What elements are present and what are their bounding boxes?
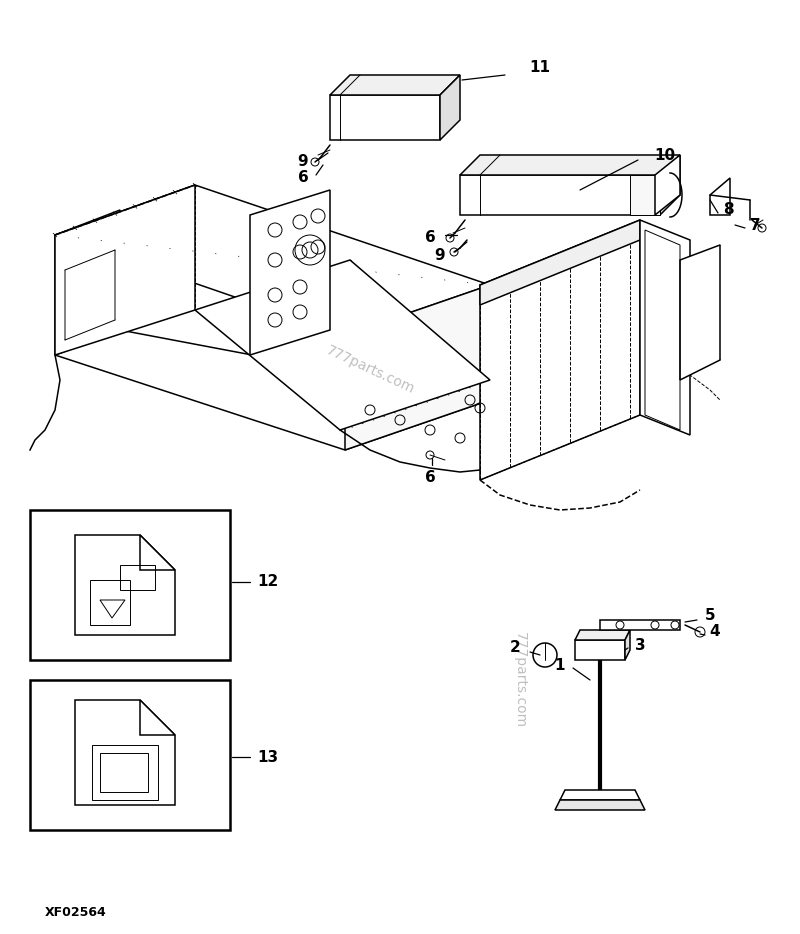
Text: 6: 6	[298, 171, 308, 186]
Text: 3: 3	[634, 638, 646, 653]
Polygon shape	[625, 630, 630, 660]
Text: 12: 12	[258, 574, 278, 589]
Text: 777parts.com: 777parts.com	[513, 632, 527, 729]
Polygon shape	[55, 185, 195, 355]
Polygon shape	[75, 700, 175, 805]
Polygon shape	[75, 535, 175, 635]
Polygon shape	[575, 640, 625, 660]
Text: 10: 10	[654, 148, 675, 163]
Polygon shape	[600, 620, 680, 630]
Polygon shape	[140, 700, 175, 735]
Polygon shape	[440, 75, 460, 140]
Polygon shape	[55, 330, 490, 450]
Text: 11: 11	[530, 61, 550, 76]
Text: 1: 1	[554, 658, 566, 672]
Polygon shape	[55, 185, 490, 335]
Polygon shape	[250, 190, 330, 355]
Polygon shape	[680, 245, 720, 380]
Polygon shape	[660, 155, 680, 215]
Polygon shape	[330, 75, 460, 95]
Text: XF02564: XF02564	[45, 905, 106, 918]
Polygon shape	[640, 220, 690, 435]
Text: 4: 4	[710, 625, 720, 640]
Text: 5: 5	[705, 607, 715, 622]
Polygon shape	[55, 210, 120, 355]
Text: 777parts.com: 777parts.com	[323, 344, 417, 397]
Polygon shape	[575, 630, 630, 640]
Polygon shape	[480, 220, 640, 305]
Polygon shape	[330, 95, 440, 140]
Polygon shape	[140, 535, 175, 570]
Polygon shape	[65, 250, 115, 340]
Text: 6: 6	[425, 231, 435, 246]
Polygon shape	[30, 680, 230, 830]
Text: 6: 6	[425, 471, 435, 486]
Polygon shape	[710, 178, 730, 215]
Text: 7: 7	[750, 218, 760, 233]
Polygon shape	[30, 510, 230, 660]
Polygon shape	[195, 260, 490, 430]
Polygon shape	[655, 155, 680, 215]
Polygon shape	[345, 285, 490, 450]
Polygon shape	[460, 155, 680, 175]
Text: 8: 8	[722, 203, 734, 218]
Polygon shape	[630, 175, 660, 215]
Polygon shape	[555, 800, 645, 810]
Text: 9: 9	[434, 248, 446, 262]
Text: 9: 9	[298, 154, 308, 169]
Text: 2: 2	[510, 641, 520, 656]
Polygon shape	[480, 220, 640, 480]
Text: 13: 13	[258, 749, 278, 765]
Polygon shape	[460, 175, 660, 215]
Polygon shape	[560, 790, 640, 800]
